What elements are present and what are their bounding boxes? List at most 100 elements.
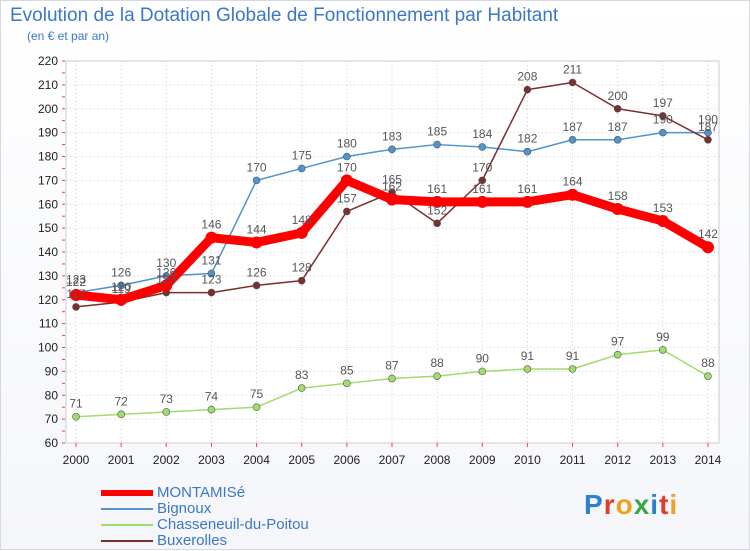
series-point-1: [659, 128, 667, 137]
series-point-2: [704, 372, 712, 380]
series-point-1: [568, 135, 577, 144]
data-label-3: 197: [653, 96, 673, 110]
series-point-2: [117, 410, 125, 419]
series-point-3: [297, 276, 306, 285]
y-tick-label: 70: [45, 412, 59, 426]
series-point-0: [701, 241, 714, 254]
y-tick-label: 210: [38, 78, 58, 92]
series-point-0: [611, 203, 624, 216]
x-tick-label: 2002: [153, 453, 180, 467]
series-point-0: [521, 195, 534, 208]
data-label-2: 88: [430, 356, 444, 370]
data-label-0: 142: [698, 227, 718, 241]
series-point-3: [478, 176, 487, 185]
x-tick-label: 2003: [198, 453, 225, 467]
data-label-2: 88: [701, 356, 715, 370]
series-point-1: [297, 164, 306, 173]
legend-swatch-bignoux: [101, 508, 153, 510]
legend-swatch-chasseneuil: [101, 524, 153, 526]
series-point-3: [704, 135, 712, 144]
x-tick-label: 2001: [108, 453, 135, 467]
data-label-1: 184: [472, 127, 492, 141]
data-label-1: 187: [563, 120, 583, 134]
legend-item-bignoux: Bignoux: [101, 500, 501, 517]
series-point-1: [523, 147, 532, 156]
data-label-0: 120: [111, 280, 131, 294]
proxiti-logo: Proxiti: [584, 489, 679, 520]
y-tick-label: 100: [38, 341, 58, 355]
data-label-1: 123: [66, 273, 86, 287]
series-point-3: [207, 288, 216, 297]
series-point-3: [433, 219, 441, 228]
series-point-3: [72, 303, 80, 311]
series-point-2: [343, 379, 351, 388]
data-label-0: 146: [201, 218, 221, 232]
data-label-1: 130: [156, 256, 176, 270]
series-point-0: [476, 195, 489, 208]
data-label-2: 73: [160, 392, 174, 406]
legend-label-montamise: MONTAMISé: [157, 484, 246, 501]
series-point-3: [568, 78, 577, 87]
data-label-0: 164: [563, 175, 583, 189]
legend: MONTAMISé Bignoux Chasseneuil-du-Poitou …: [101, 484, 501, 549]
series-point-0: [160, 279, 173, 292]
data-label-0: 122: [66, 275, 86, 289]
data-label-0: 161: [517, 182, 537, 196]
data-label-1: 187: [608, 120, 628, 134]
data-label-2: 72: [114, 394, 128, 408]
data-label-3: 117: [66, 287, 85, 301]
series-point-0: [70, 288, 82, 301]
series-point-0: [566, 188, 579, 201]
data-label-0: 153: [653, 201, 673, 215]
y-tick-label: 200: [38, 102, 58, 116]
data-label-0: 161: [427, 182, 447, 196]
data-label-1: 182: [517, 132, 537, 146]
y-tick-label: 150: [38, 221, 58, 235]
series-point-1: [613, 135, 622, 144]
legend-swatch-montamise: [101, 490, 153, 496]
series-point-1: [388, 145, 396, 154]
data-label-0: 144: [247, 222, 267, 236]
x-tick-label: 2008: [424, 453, 451, 467]
series-point-3: [659, 112, 667, 120]
series-point-0: [205, 231, 218, 244]
legend-item-chasseneuil: Chasseneuil-du-Poitou: [101, 516, 501, 533]
series-point-3: [252, 281, 261, 290]
x-tick-label: 2004: [243, 453, 270, 467]
series-point-0: [340, 174, 353, 187]
legend-item-buxerolles: Buxerolles: [101, 532, 501, 549]
series-point-1: [117, 281, 125, 290]
data-label-1: 126: [111, 265, 131, 279]
data-label-3: 200: [608, 89, 628, 103]
data-label-2: 91: [521, 349, 535, 363]
x-tick-label: 2011: [560, 453, 586, 467]
series-point-2: [162, 408, 171, 416]
x-tick-label: 2007: [379, 453, 406, 467]
series-lines: [70, 78, 714, 421]
data-label-3: 211: [563, 62, 582, 76]
series-point-0: [431, 195, 444, 208]
series-point-1: [478, 143, 487, 151]
axes: 60 70 80 90 100 110 120 130 140 150 160 170 180 190 20…: [38, 54, 722, 467]
series-point-3: [523, 85, 532, 94]
data-label-2: 91: [566, 349, 580, 363]
y-tick-label: 190: [38, 126, 58, 140]
data-label-1: 175: [292, 148, 312, 162]
series-point-2: [433, 372, 441, 380]
data-label-1: 131: [201, 253, 221, 267]
series-point-2: [297, 384, 306, 392]
x-tick-label: 2012: [604, 453, 631, 467]
legend-label-bignoux: Bignoux: [157, 500, 212, 517]
data-label-1: 190: [653, 113, 673, 127]
plot-area: [65, 60, 720, 444]
x-tick-label: 2005: [288, 453, 315, 467]
data-label-2: 75: [250, 387, 264, 401]
x-tick-label: 2010: [514, 453, 541, 467]
series-point-0: [250, 236, 263, 249]
data-label-2: 97: [611, 335, 625, 349]
legend-item-montamise: MONTAMISé: [101, 484, 501, 501]
chart-subtitle: (en € et par an): [27, 29, 110, 43]
series-point-1: [207, 269, 216, 278]
